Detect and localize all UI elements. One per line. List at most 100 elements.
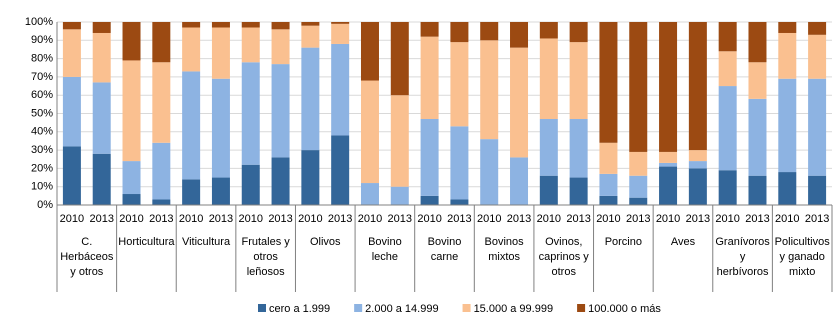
bar-segment	[778, 32, 797, 79]
x-tick-label: 2010	[715, 213, 739, 225]
bar-segment	[450, 126, 469, 200]
bar-segment	[510, 47, 529, 158]
bar-segment	[92, 32, 111, 83]
bar-segment	[599, 173, 618, 196]
bar-segment	[331, 43, 350, 136]
legend-swatch	[577, 304, 586, 312]
group-label: Policultivos	[775, 236, 831, 248]
bar-segment	[539, 22, 558, 39]
bar-segment	[450, 199, 469, 205]
bar-segment	[420, 195, 439, 205]
group-label: Bovino	[428, 236, 462, 248]
bar-segment	[271, 157, 290, 205]
bar-segment	[539, 175, 558, 205]
group-label: Granívoros	[715, 236, 770, 248]
x-tick-label: 2010	[239, 213, 263, 225]
y-tick-label: 50%	[31, 107, 53, 119]
group-label: Ovinos,	[545, 236, 582, 248]
y-tick-label: 0%	[37, 199, 53, 211]
group-label: Viticultura	[182, 236, 231, 248]
bar-segment	[480, 139, 499, 205]
bar-segment	[420, 36, 439, 119]
bar-segment	[659, 151, 678, 163]
group-label: mixto	[789, 266, 815, 278]
bar-segment	[241, 27, 260, 63]
bar-segment	[182, 179, 201, 205]
bar-segment	[629, 197, 648, 205]
group-label: caprinos y	[539, 251, 590, 263]
bar-segment	[718, 170, 737, 205]
bar-segment	[331, 135, 350, 205]
bar-segment	[92, 153, 111, 205]
bar-segment	[569, 177, 588, 205]
bar-segment	[301, 150, 320, 205]
bar-segment	[241, 62, 260, 165]
group-label: Horticultura	[118, 236, 175, 248]
bar-segment	[569, 118, 588, 178]
bar-segment	[152, 22, 171, 63]
bar-segment	[599, 195, 618, 205]
bar-segment	[748, 175, 767, 205]
group-label: leñosos	[247, 266, 285, 278]
y-tick-label: 100%	[25, 16, 53, 28]
bar-segment	[301, 47, 320, 151]
bar-segment	[152, 142, 171, 200]
bar-segment	[659, 22, 678, 152]
bar-segment	[748, 62, 767, 99]
x-tick-label: 2013	[328, 213, 352, 225]
bar-segment	[510, 157, 529, 205]
x-tick-label: 2010	[775, 213, 799, 225]
legend-label: 15.000 a 99.999	[474, 303, 554, 315]
x-tick-label: 2010	[656, 213, 680, 225]
bar-segment	[539, 118, 558, 176]
x-tick-label: 2013	[507, 213, 531, 225]
bar-segment	[360, 80, 379, 184]
group-label: y otros	[70, 266, 104, 278]
x-tick-label: 2010	[298, 213, 322, 225]
bar-segment	[688, 150, 707, 162]
group-label: Aves	[671, 236, 696, 248]
bar-segment	[62, 146, 81, 205]
bar-segment	[778, 78, 797, 173]
x-tick-label: 2013	[566, 213, 590, 225]
bar-segment	[62, 29, 81, 77]
bar-segment	[152, 199, 171, 205]
bar-segment	[718, 51, 737, 87]
group-label: otros	[551, 266, 576, 278]
bar-segment	[122, 194, 141, 205]
bar-segment	[748, 22, 767, 63]
bar-segment	[718, 22, 737, 52]
bar-segment	[211, 27, 230, 79]
group-label: C.	[81, 236, 92, 248]
bar-segment	[569, 22, 588, 43]
y-tick-label: 80%	[31, 53, 53, 65]
bar-segment	[360, 22, 379, 81]
legend-label: 100.000 o más	[588, 303, 661, 315]
group-label: y ganado	[780, 251, 825, 263]
bar-segment	[182, 27, 201, 72]
bar-segment	[718, 86, 737, 171]
bar-segment	[629, 175, 648, 198]
legend-swatch	[354, 304, 363, 312]
y-tick-label: 10%	[31, 181, 53, 193]
bar-segment	[748, 98, 767, 176]
group-label: Porcino	[605, 236, 642, 248]
bar-segment	[480, 22, 499, 41]
x-tick-label: 2010	[60, 213, 84, 225]
group-label: Bovinos	[485, 236, 525, 248]
legend-label: 2.000 a 14.999	[365, 303, 438, 315]
x-tick-label: 2010	[596, 213, 620, 225]
group-label: herbívoros	[717, 266, 769, 278]
bar-segment	[271, 64, 290, 158]
bar-segment	[62, 76, 81, 147]
bar-segment	[390, 22, 409, 96]
bar-segment	[420, 22, 439, 37]
bar-segment	[271, 29, 290, 65]
bar-segment	[92, 82, 111, 154]
bar-segment	[182, 22, 201, 28]
bar-segment	[92, 22, 111, 33]
x-tick-label: 2013	[805, 213, 829, 225]
bar-segment	[688, 161, 707, 169]
bar-segment	[182, 71, 201, 180]
